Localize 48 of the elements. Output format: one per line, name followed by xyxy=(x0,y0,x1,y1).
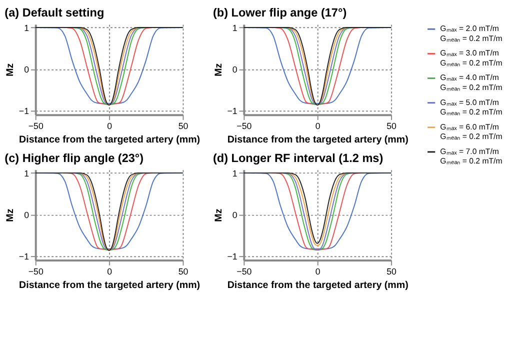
x-tick-label: −50 xyxy=(236,120,252,131)
x-tick-label: 0 xyxy=(107,266,112,276)
x-tick-label: 50 xyxy=(178,120,188,131)
chart-title: (c) Higher flip angle (23°) xyxy=(4,152,144,166)
chart-title: (d) Longer RF interval (1.2 ms) xyxy=(212,152,384,166)
x-tick-label: 0 xyxy=(315,266,320,276)
x-axis-title: Distance from the targeted artery (mm) xyxy=(19,280,200,292)
x-tick-label: 50 xyxy=(386,266,397,276)
y-axis-title: Mz xyxy=(213,208,224,222)
y-axis-title: Mz xyxy=(213,63,224,76)
x-tick-label: 0 xyxy=(107,120,112,131)
y-tick-label: 1 xyxy=(232,22,238,33)
y-tick-label: 0 xyxy=(232,64,238,74)
y-tick-label: 0 xyxy=(232,210,238,220)
line-series xyxy=(287,172,348,246)
legend-label: Gₘₐₓ = 3.0 mT/m Gₘₑₐₙ = 0.2 mT/m xyxy=(440,48,503,68)
line-series xyxy=(79,27,140,106)
y-tick-label: 1 xyxy=(24,22,30,33)
x-tick-label: −50 xyxy=(28,266,44,276)
x-tick-label: 0 xyxy=(315,120,320,131)
x-tick-label: 50 xyxy=(178,266,188,276)
y-tick-label: 0 xyxy=(24,210,30,220)
line-series xyxy=(72,27,146,106)
x-tick-label: −50 xyxy=(28,120,44,131)
y-tick-label: −1 xyxy=(18,106,30,116)
y-axis-title: Mz xyxy=(5,63,16,76)
x-axis-title: Distance from the targeted artery (mm) xyxy=(19,134,200,146)
y-tick-label: −1 xyxy=(227,251,238,262)
line-series xyxy=(79,172,140,251)
y-tick-label: 1 xyxy=(232,168,238,178)
x-tick-label: −50 xyxy=(236,266,252,276)
legend-label: Gₘₐₓ = 4.0 mT/m Gₘₑₐₙ = 0.2 mT/m xyxy=(440,73,503,92)
legend-label: Gₘₐₓ = 2.0 mT/m Gₘₑₐₙ = 0.2 mT/m xyxy=(440,24,503,43)
y-tick-label: −1 xyxy=(227,106,238,116)
legend-label: Gₘₐₓ = 7.0 mT/m Gₘₑₐₙ = 0.2 mT/m xyxy=(440,146,503,166)
y-tick-label: 0 xyxy=(24,64,30,74)
legend-label: Gₘₐₓ = 6.0 mT/m Gₘₑₐₙ = 0.2 mT/m xyxy=(440,122,503,142)
x-axis-title: Distance from the targeted artery (mm) xyxy=(227,134,408,146)
x-axis-title: Distance from the targeted artery (mm) xyxy=(227,280,408,292)
line-series xyxy=(280,27,355,106)
y-tick-label: 1 xyxy=(24,168,30,178)
chart-title: (b) Lower flip ange (17°) xyxy=(212,6,347,20)
y-axis-title: Mz xyxy=(5,208,16,222)
y-tick-label: −1 xyxy=(18,251,30,262)
legend-label: Gₘₐₓ = 5.0 mT/m Gₘₑₐₙ = 0.2 mT/m xyxy=(440,98,503,117)
chart-title: (a) Default setting xyxy=(4,6,104,20)
x-tick-label: 50 xyxy=(386,120,397,131)
line-series xyxy=(287,27,348,106)
